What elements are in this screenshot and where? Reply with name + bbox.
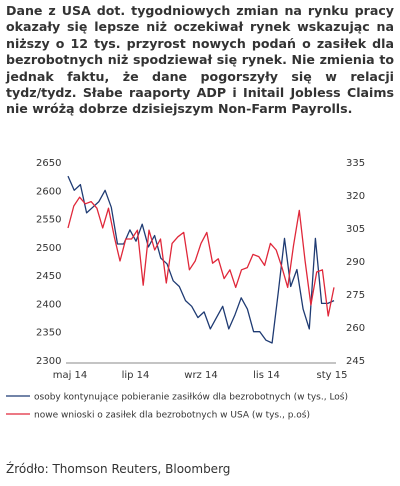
y-left-tick-label-1: 2350 [36,328,61,339]
series-line-1 [67,196,335,317]
y-left-tick-label-0: 2300 [36,356,61,367]
y-right-tick-label-0: 245 [346,356,365,367]
source-note: Źródło: Thomson Reuters, Bloomberg [6,462,231,476]
y-right-tick-label-5: 320 [346,191,365,202]
y-left-tick-label-2: 2400 [36,299,61,310]
y-right-tick-label-1: 260 [346,323,365,334]
legend: osoby kontynujące pobieranie zasiłków dl… [6,392,348,421]
y-right-tick-label-4: 305 [346,224,365,235]
x-tick-label-1: lip 14 [122,370,150,381]
summary-paragraph: Dane z USA dot. tygodniowych zmian na ry… [6,3,394,117]
x-tick-label-4: sty 15 [317,370,348,381]
series-line-0 [67,175,335,344]
legend-label-1: nowe wnioski o zasiłek dla bezrobotnych … [34,410,310,421]
y-left-tick-label-7: 2650 [36,158,61,169]
legend-label-0: osoby kontynujące pobieranie zasiłków dl… [34,392,348,403]
x-tick-label-2: wrz 14 [184,370,217,381]
y-right-tick-label-6: 335 [346,158,365,169]
chart: 2300 2350 2400 2450 2500 2550 2600 2650 245 260 2… [0,146,400,446]
series-lines [67,175,335,344]
y-left-tick-label-3: 2450 [36,271,61,282]
y-left-tick-label-4: 2500 [36,243,61,254]
x-tick-label-0: maj 14 [53,370,88,381]
y-right-tick-label-2: 275 [346,290,365,301]
x-tick-labels: maj 14 lip 14 wrz 14 lis 14 sty 15 [53,370,348,381]
y-left-tick-label-5: 2550 [36,215,61,226]
y-left-tick-label-6: 2600 [36,186,61,197]
y-right-tick-label-3: 290 [346,257,365,268]
x-tick-label-3: lis 14 [253,370,280,381]
y-right-tick-labels: 245 260 275 290 305 320 335 [346,158,365,367]
y-left-tick-labels: 2300 2350 2400 2450 2500 2550 2600 2650 [36,158,61,367]
